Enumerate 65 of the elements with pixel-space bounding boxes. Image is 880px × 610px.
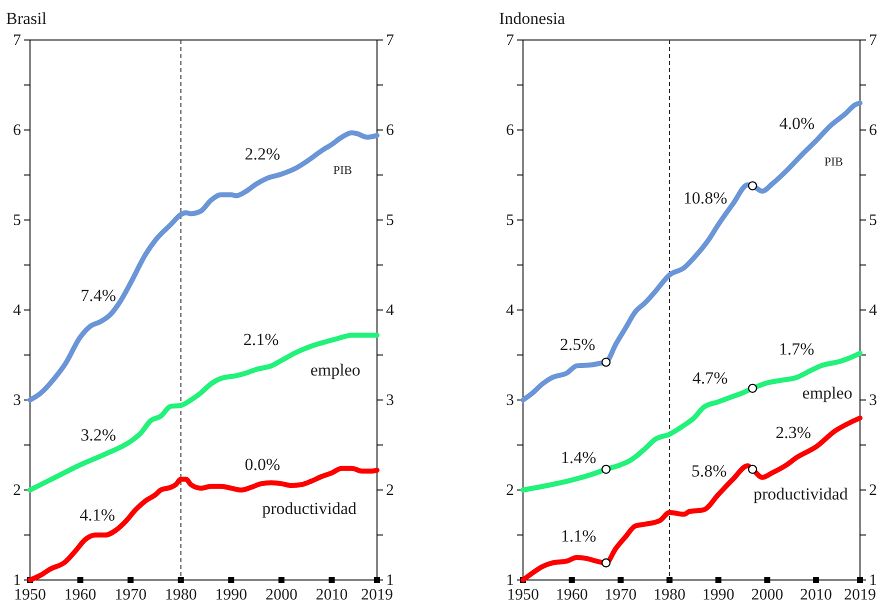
y2-tick-label: 6	[869, 122, 877, 140]
y2-tick-label: 5	[869, 212, 877, 230]
x-tick-label: 1980	[654, 586, 686, 604]
series-label: productividad	[262, 499, 358, 518]
y2-tick-label: 5	[386, 212, 394, 230]
x-tick-label: 2010	[800, 586, 832, 604]
x-tick-label: 1970	[114, 586, 147, 604]
x-tick-label: 1960	[556, 586, 588, 604]
y2-tick-label: 4	[869, 302, 877, 320]
x-tick-label: 1990	[702, 586, 734, 604]
annotation: 7.4%	[80, 286, 116, 305]
y-tick-label: 2	[13, 482, 21, 500]
point	[748, 181, 758, 190]
y-tick-label: 3	[13, 392, 21, 410]
series-label: productividad	[753, 484, 848, 504]
series-label: empleo	[802, 384, 852, 403]
series-label: empleo	[310, 360, 360, 380]
point	[601, 358, 611, 367]
point	[601, 558, 611, 568]
x-tick-label: 1970	[604, 586, 637, 604]
annotation: 4.7%	[692, 368, 728, 388]
y2-tick-label: 4	[386, 302, 394, 320]
point	[748, 464, 758, 474]
annotation: 4.1%	[80, 506, 116, 525]
y-tick-label: 2	[506, 482, 514, 500]
chart-title: Brasil	[6, 9, 47, 28]
x-tick-label: 2000	[265, 586, 298, 604]
x-tick-label: 2010	[316, 586, 348, 604]
annotation: 5.8%	[691, 461, 727, 480]
series-label: PIB	[333, 162, 352, 177]
y-tick-label: 4	[506, 302, 514, 320]
y2-tick-label: 7	[869, 32, 877, 50]
x-tick-label: 1990	[215, 586, 248, 604]
y-tick-label: 7	[13, 32, 21, 50]
x-tick-label: 2000	[751, 586, 784, 604]
annotation: 4.0%	[779, 114, 815, 134]
point	[748, 384, 758, 393]
annotation: 1.1%	[560, 526, 596, 546]
y-tick-label: 6	[13, 122, 21, 140]
annotation: 1.7%	[778, 339, 814, 358]
y-tick-label: 6	[506, 122, 514, 140]
x-tick-label: 1960	[64, 586, 96, 604]
annotation: 3.2%	[80, 426, 116, 445]
y2-tick-label: 7	[386, 32, 394, 50]
y2-tick-label: 6	[386, 122, 394, 140]
y-tick-label: 4	[13, 302, 21, 320]
annotation: 1.4%	[560, 448, 596, 467]
y-tick-label: 5	[506, 212, 514, 230]
y-tick-label: 5	[13, 212, 21, 230]
point	[601, 464, 611, 474]
y-tick-label: 3	[506, 392, 514, 410]
y2-tick-label: 3	[386, 392, 394, 410]
y2-tick-label: 2	[869, 482, 877, 500]
annotation: 2.1%	[243, 330, 279, 350]
y-tick-label: 7	[506, 32, 514, 50]
x-tick-label: 1980	[164, 586, 197, 604]
annotation: 2.3%	[776, 422, 811, 442]
annotation: 2.2%	[244, 144, 280, 164]
annotation: 0.0%	[244, 454, 280, 474]
chart-title: Indonesia	[499, 9, 566, 28]
y2-tick-label: 3	[869, 392, 877, 410]
y2-tick-label: 2	[386, 482, 394, 500]
annotation: 10.8%	[683, 188, 728, 208]
series-label: PIB	[824, 154, 844, 169]
annotation: 2.5%	[560, 334, 596, 354]
